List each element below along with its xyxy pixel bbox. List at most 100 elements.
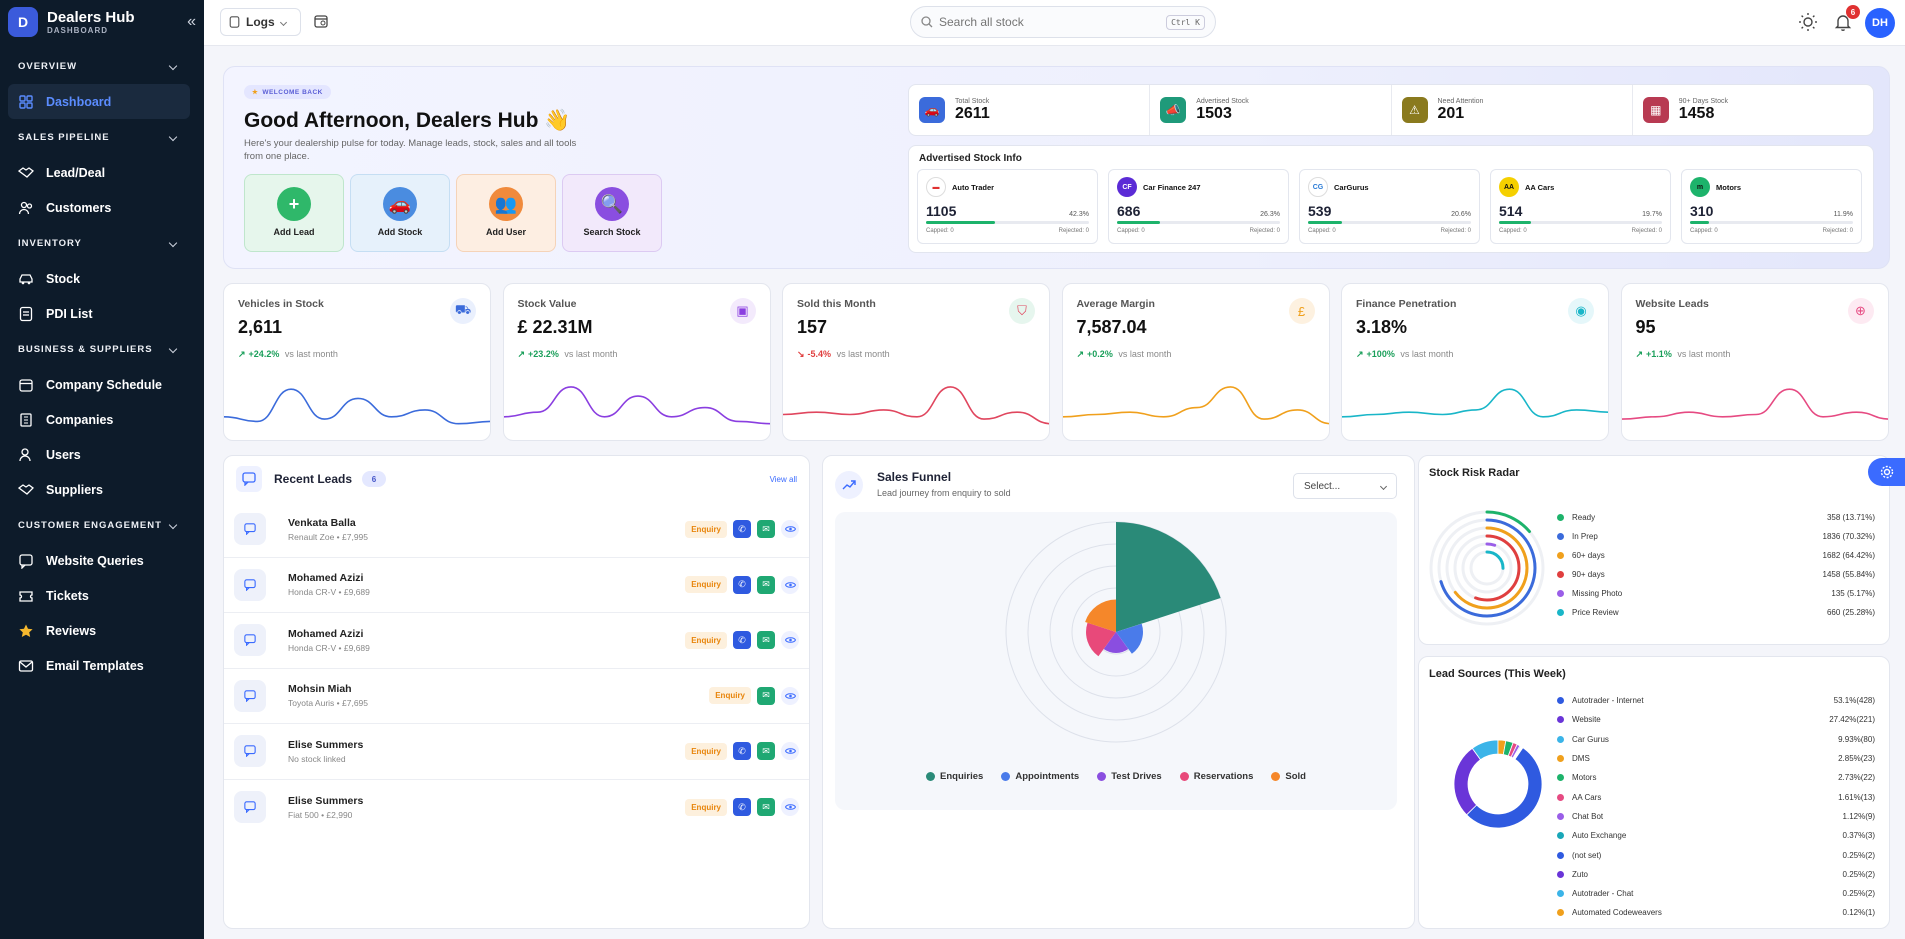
legend-label: Sold xyxy=(1285,771,1306,782)
phone-button[interactable]: ✆ xyxy=(733,575,751,594)
grid-icon xyxy=(18,94,34,110)
phone-button[interactable]: ✆ xyxy=(733,798,751,817)
section-0[interactable]: OVERVIEW xyxy=(0,48,204,84)
sidebar-item-label: Dashboard xyxy=(46,94,112,109)
email-button[interactable]: ✉ xyxy=(757,686,775,705)
status-badge: Enquiry xyxy=(685,742,727,760)
view-button[interactable] xyxy=(781,742,799,761)
sidebar-item-pdi-list[interactable]: PDI List xyxy=(0,296,204,331)
portal-pct: 19.7% xyxy=(1642,211,1662,218)
lead-sources-panel: Lead Sources (This Week) Autotrader - In… xyxy=(1418,656,1890,929)
sidebar-item-stock[interactable]: Stock xyxy=(0,261,204,296)
portal-progress xyxy=(926,221,1089,224)
risk-value: 358 (13.71%) xyxy=(1826,513,1875,522)
stat-3: ▦ 90+ Days Stock 1458 xyxy=(1633,85,1873,135)
avatar[interactable]: DH xyxy=(1865,8,1895,38)
sidebar-item-reviews[interactable]: Reviews xyxy=(0,613,204,648)
search-stock-button[interactable]: 🔍 Search Stock xyxy=(562,174,662,252)
portal-value: 514 xyxy=(1499,203,1523,219)
search-input[interactable] xyxy=(939,15,1167,29)
settings-float-button[interactable] xyxy=(1868,458,1905,486)
sidebar-item-companies[interactable]: Companies xyxy=(0,402,204,437)
lead-row[interactable]: Venkata Balla Renault Zoe • £7,995 Enquir… xyxy=(224,502,809,558)
view-button[interactable] xyxy=(781,575,799,594)
lead-row[interactable]: Mohamed Azizi Honda CR-V • £9,689 Enquiry… xyxy=(224,613,809,669)
car-icon xyxy=(18,271,34,287)
kpi-note: vs last month xyxy=(836,349,890,359)
polar-area-chart xyxy=(1005,521,1227,743)
section-4[interactable]: CUSTOMER ENGAGEMENT xyxy=(0,507,204,543)
lead-row[interactable]: Mohsin Miah Toyota Auris • £7,695 Enquiry… xyxy=(224,669,809,724)
search-bar[interactable]: Ctrl K xyxy=(910,6,1216,38)
legend-item[interactable]: Reservations xyxy=(1179,771,1253,782)
sidebar-item-suppliers[interactable]: Suppliers xyxy=(0,472,204,507)
legend-item[interactable]: Appointments xyxy=(1001,771,1079,782)
email-button[interactable]: ✉ xyxy=(757,742,775,761)
lead-row[interactable]: Mohamed Azizi Honda CR-V • £9,689 Enquiry… xyxy=(224,558,809,613)
logs-button[interactable]: Logs xyxy=(220,8,301,36)
lead-vehicle: Honda CR-V • £9,689 xyxy=(288,642,370,653)
section-1[interactable]: SALES PIPELINE xyxy=(0,119,204,155)
source-row: Autotrader - Chat 0.25%(2) xyxy=(1557,884,1875,903)
view-button[interactable] xyxy=(781,798,799,817)
phone-button[interactable]: ✆ xyxy=(733,520,751,539)
risk-row: 90+ days 1458 (55.84%) xyxy=(1557,565,1875,584)
kpi-note: vs last month xyxy=(1118,349,1172,359)
email-button[interactable]: ✉ xyxy=(757,575,775,594)
legend-item[interactable]: Enquiries xyxy=(926,771,983,782)
sidebar-item-website-queries[interactable]: Website Queries xyxy=(0,543,204,578)
view-all-link[interactable]: View all xyxy=(769,474,797,484)
source-row: Zuto 0.25%(2) xyxy=(1557,865,1875,884)
collapse-sidebar-icon[interactable]: « xyxy=(187,13,196,30)
sidebar-item-label: PDI List xyxy=(46,306,93,321)
chat-icon xyxy=(234,791,266,824)
lead-row[interactable]: Elise Summers No stock linked Enquiry ✆ ✉ xyxy=(224,724,809,780)
sales-funnel-panel: Sales Funnel Lead journey from enquiry t… xyxy=(822,455,1415,929)
phone-button[interactable]: ✆ xyxy=(733,742,751,761)
portal-pct: 26.3% xyxy=(1260,211,1280,218)
funnel-select[interactable]: Select... xyxy=(1293,473,1397,499)
sidebar-item-users[interactable]: Users xyxy=(0,437,204,472)
add-stock-button[interactable]: 🚗 Add Stock xyxy=(350,174,450,252)
email-button[interactable]: ✉ xyxy=(757,798,775,817)
add-user-button[interactable]: 👥 Add User xyxy=(456,174,556,252)
kpi-note: vs last month xyxy=(1677,349,1731,359)
eye-icon xyxy=(784,748,796,754)
legend-item[interactable]: Test Drives xyxy=(1097,771,1162,782)
logs-label: Logs xyxy=(246,15,275,29)
sidebar-item-tickets[interactable]: Tickets xyxy=(0,578,204,613)
email-button[interactable]: ✉ xyxy=(757,631,775,650)
email-button[interactable]: ✉ xyxy=(757,520,775,539)
view-button[interactable] xyxy=(781,631,799,650)
theme-toggle-icon[interactable] xyxy=(1798,12,1818,32)
risk-label: 60+ days xyxy=(1572,551,1605,560)
bell-icon[interactable] xyxy=(1833,12,1853,32)
kpi-value: 7,587.04 xyxy=(1076,317,1147,337)
sidebar-item-lead-deal[interactable]: Lead/Deal xyxy=(0,155,204,190)
sidebar-item-company-schedule[interactable]: Company Schedule xyxy=(0,367,204,402)
section-2[interactable]: INVENTORY xyxy=(0,225,204,261)
stat-label: 90+ Days Stock xyxy=(1678,97,1728,105)
risk-value: 1836 (70.32%) xyxy=(1822,532,1875,541)
trend-up-icon: ↗ xyxy=(1076,349,1085,359)
legend-label: Test Drives xyxy=(1111,771,1162,782)
legend-item[interactable]: Sold xyxy=(1271,771,1306,782)
calendar-button[interactable] xyxy=(310,10,332,32)
portal-name: CarGurus xyxy=(1334,182,1369,192)
eye-icon xyxy=(784,582,796,588)
section-3[interactable]: BUSINESS & SUPPLIERS xyxy=(0,331,204,367)
add-lead-button[interactable]: + Add Lead xyxy=(244,174,344,252)
search-shortcut: Ctrl K xyxy=(1166,14,1205,30)
source-label: Car Gurus xyxy=(1572,734,1609,744)
sidebar-item-customers[interactable]: Customers xyxy=(0,190,204,225)
sidebar-item-email-templates[interactable]: Email Templates xyxy=(0,648,204,683)
search-icon xyxy=(921,16,933,28)
sidebar-item-dashboard[interactable]: Dashboard xyxy=(8,84,190,119)
phone-button[interactable]: ✆ xyxy=(733,631,751,650)
welcome-hero: ★ WELCOME BACK Good Afternoon, Dealers Hu… xyxy=(223,66,1890,269)
lead-row[interactable]: Elise Summers Fiat 500 • £2,990 Enquiry ✆… xyxy=(224,780,809,836)
sidebar-item-label: Tickets xyxy=(46,588,89,603)
select-value: Select... xyxy=(1304,480,1341,492)
view-button[interactable] xyxy=(781,520,799,539)
view-button[interactable] xyxy=(781,686,799,705)
